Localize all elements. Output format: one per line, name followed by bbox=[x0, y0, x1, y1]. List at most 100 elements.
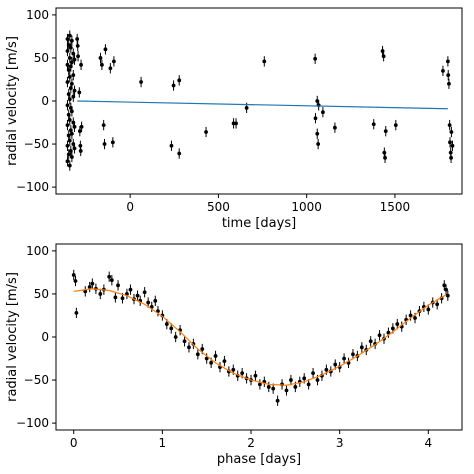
data-point bbox=[315, 131, 320, 136]
data-point bbox=[120, 296, 125, 301]
data-point bbox=[302, 376, 307, 381]
data-point bbox=[381, 54, 386, 59]
data-point bbox=[66, 68, 71, 72]
data-point bbox=[253, 373, 258, 378]
data-point bbox=[65, 80, 70, 84]
data-point bbox=[67, 163, 72, 168]
data-point bbox=[90, 281, 95, 286]
data-point bbox=[109, 278, 114, 283]
data-point bbox=[359, 345, 364, 350]
data-point bbox=[77, 90, 82, 95]
data-point bbox=[271, 386, 276, 391]
data-point bbox=[449, 130, 454, 134]
data-point bbox=[67, 138, 72, 143]
data-point bbox=[316, 142, 321, 146]
time-series-plot-area bbox=[65, 30, 455, 171]
data-point bbox=[447, 81, 451, 86]
data-point bbox=[171, 83, 176, 88]
data-point bbox=[72, 146, 77, 151]
data-point bbox=[173, 335, 178, 339]
data-point bbox=[142, 290, 147, 295]
data-point bbox=[257, 382, 262, 387]
data-point bbox=[65, 159, 70, 164]
data-point bbox=[139, 80, 143, 84]
data-point bbox=[69, 155, 74, 159]
data-point bbox=[68, 45, 73, 50]
data-point bbox=[72, 57, 77, 62]
data-point bbox=[66, 43, 71, 47]
phase-folded-y-axis-label: radial velocity [m/s] bbox=[5, 272, 20, 402]
data-point bbox=[98, 292, 103, 296]
data-point bbox=[101, 123, 106, 128]
data-point bbox=[103, 47, 108, 52]
data-point bbox=[262, 59, 267, 64]
y-tick-label: −50 bbox=[24, 373, 49, 387]
time-series-y-axis-label: radial velocity [m/s] bbox=[5, 36, 20, 166]
x-tick-label: 4 bbox=[424, 436, 432, 450]
data-point bbox=[426, 307, 431, 312]
y-tick-label: 0 bbox=[41, 330, 49, 344]
x-tick-label: 1 bbox=[159, 436, 167, 450]
data-point bbox=[244, 105, 249, 110]
y-tick-label: 50 bbox=[34, 287, 49, 301]
data-point bbox=[240, 371, 245, 376]
data-point bbox=[67, 33, 72, 38]
data-point bbox=[182, 339, 187, 344]
data-point bbox=[110, 140, 115, 145]
data-point bbox=[313, 116, 318, 121]
data-point bbox=[222, 359, 227, 364]
data-point bbox=[75, 37, 80, 41]
data-point bbox=[75, 43, 80, 48]
data-point bbox=[195, 352, 200, 357]
data-point bbox=[393, 123, 398, 128]
data-point bbox=[383, 129, 388, 134]
data-point bbox=[441, 68, 445, 73]
data-point bbox=[209, 360, 214, 365]
data-point bbox=[128, 287, 133, 292]
data-point bbox=[177, 78, 182, 83]
data-point bbox=[200, 347, 205, 351]
data-point bbox=[333, 362, 338, 367]
phase-folded-axes-frame bbox=[55, 243, 463, 431]
data-point bbox=[284, 388, 289, 393]
data-point bbox=[78, 149, 83, 153]
data-point bbox=[311, 371, 315, 376]
data-point bbox=[69, 81, 74, 86]
x-tick-label: 0 bbox=[70, 436, 78, 450]
x-tick-label: 0 bbox=[126, 200, 134, 214]
x-tick-label: 1500 bbox=[380, 200, 411, 214]
data-point bbox=[234, 121, 238, 126]
data-point bbox=[187, 345, 191, 350]
data-point bbox=[408, 313, 413, 318]
data-point bbox=[231, 367, 236, 372]
data-point bbox=[102, 142, 107, 146]
phase-folded-plot-area bbox=[71, 269, 450, 406]
data-point bbox=[266, 385, 271, 389]
y-tick-label: 100 bbox=[26, 8, 49, 22]
data-point bbox=[204, 130, 208, 134]
data-point bbox=[107, 274, 112, 279]
data-point bbox=[77, 129, 82, 134]
data-point bbox=[313, 56, 318, 61]
data-point bbox=[73, 279, 78, 283]
phase-folded-panel: phase [days] radial velocity [m/s] 0 1 2 3 4… bbox=[5, 243, 463, 467]
data-point bbox=[67, 97, 72, 102]
data-point bbox=[79, 124, 84, 129]
data-point bbox=[383, 155, 387, 160]
data-point bbox=[177, 151, 182, 156]
data-point bbox=[448, 140, 452, 145]
time-series-axes-frame bbox=[55, 7, 463, 195]
data-point bbox=[169, 143, 174, 148]
data-point bbox=[67, 74, 72, 79]
data-point bbox=[146, 300, 151, 305]
data-point bbox=[66, 152, 71, 157]
data-point bbox=[324, 367, 329, 372]
data-point bbox=[72, 88, 77, 93]
data-point bbox=[116, 283, 120, 288]
data-point bbox=[153, 298, 158, 303]
data-point bbox=[342, 356, 347, 361]
data-point bbox=[135, 293, 140, 298]
data-point bbox=[164, 322, 169, 326]
y-tick-label: 100 bbox=[26, 244, 49, 258]
